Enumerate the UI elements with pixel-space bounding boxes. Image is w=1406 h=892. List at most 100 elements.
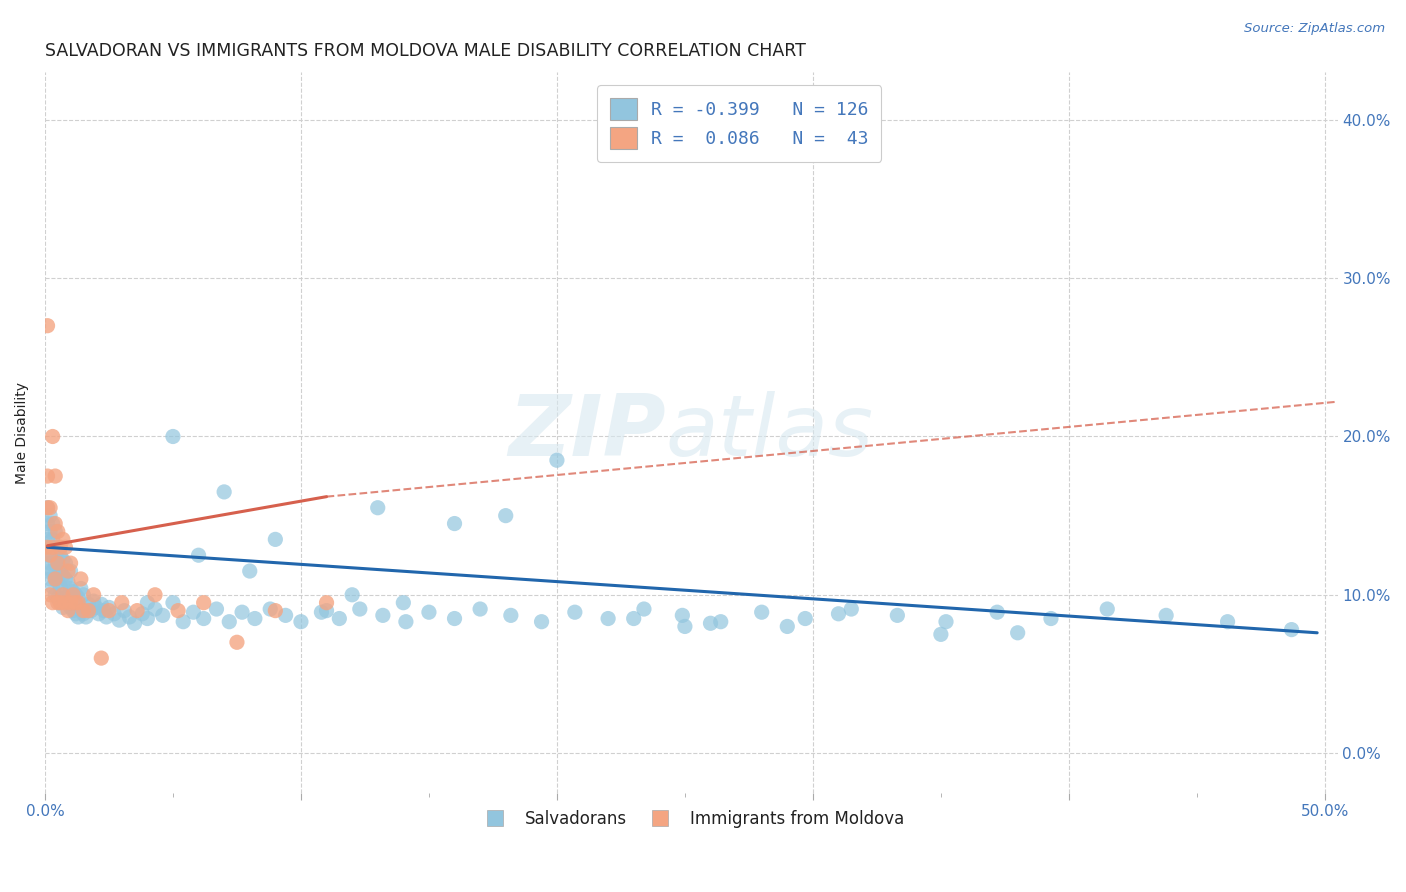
Point xyxy=(264,533,287,547)
Point xyxy=(530,615,553,629)
Point xyxy=(205,602,228,616)
Point xyxy=(392,596,415,610)
Point xyxy=(162,596,184,610)
Point xyxy=(1216,615,1239,629)
Point xyxy=(187,548,209,562)
Point xyxy=(67,596,90,610)
Point xyxy=(62,584,84,599)
Point xyxy=(118,610,141,624)
Point xyxy=(56,564,79,578)
Point xyxy=(52,588,75,602)
Point xyxy=(98,600,121,615)
Point xyxy=(231,605,253,619)
Point xyxy=(44,572,66,586)
Point xyxy=(44,516,66,531)
Point xyxy=(67,610,90,624)
Point xyxy=(443,516,465,531)
Point xyxy=(39,556,62,570)
Point xyxy=(1007,625,1029,640)
Point xyxy=(418,605,440,619)
Point xyxy=(52,600,75,615)
Point xyxy=(136,596,159,610)
Point xyxy=(37,500,59,515)
Point xyxy=(49,541,72,555)
Point xyxy=(62,588,84,602)
Point xyxy=(59,564,82,578)
Point xyxy=(1281,623,1303,637)
Point xyxy=(41,548,63,562)
Point xyxy=(495,508,517,523)
Point xyxy=(167,604,190,618)
Point xyxy=(77,604,100,618)
Point xyxy=(55,556,77,570)
Point xyxy=(65,588,87,602)
Point xyxy=(52,588,75,602)
Point xyxy=(193,611,215,625)
Point xyxy=(699,616,721,631)
Point xyxy=(80,604,103,618)
Point xyxy=(839,602,862,616)
Point xyxy=(44,588,66,602)
Text: Source: ZipAtlas.com: Source: ZipAtlas.com xyxy=(1244,22,1385,36)
Point xyxy=(41,541,63,555)
Point xyxy=(49,596,72,610)
Point xyxy=(710,615,733,629)
Point xyxy=(69,582,91,596)
Point xyxy=(226,635,249,649)
Point xyxy=(633,602,655,616)
Point xyxy=(41,564,63,578)
Point xyxy=(136,611,159,625)
Point xyxy=(143,588,166,602)
Point xyxy=(69,600,91,615)
Point xyxy=(794,611,817,625)
Point xyxy=(39,572,62,586)
Point xyxy=(37,318,59,333)
Point xyxy=(259,602,281,616)
Point xyxy=(37,541,59,555)
Point xyxy=(46,591,69,605)
Point xyxy=(243,611,266,625)
Point xyxy=(349,602,371,616)
Point xyxy=(62,604,84,618)
Point xyxy=(315,604,337,618)
Point xyxy=(395,615,418,629)
Point xyxy=(143,602,166,616)
Point xyxy=(41,516,63,531)
Point xyxy=(59,582,82,596)
Point xyxy=(935,615,957,629)
Point xyxy=(44,541,66,555)
Point xyxy=(49,548,72,562)
Point xyxy=(59,556,82,570)
Point xyxy=(65,596,87,610)
Point xyxy=(112,604,135,618)
Point xyxy=(290,615,312,629)
Point xyxy=(564,605,586,619)
Point xyxy=(46,524,69,539)
Point xyxy=(49,596,72,610)
Point xyxy=(37,500,59,515)
Point xyxy=(83,594,105,608)
Point xyxy=(37,548,59,562)
Point xyxy=(55,541,77,555)
Point xyxy=(98,604,121,618)
Point xyxy=(39,541,62,555)
Point xyxy=(39,548,62,562)
Point xyxy=(340,588,363,602)
Point xyxy=(41,596,63,610)
Point xyxy=(44,556,66,570)
Point xyxy=(84,600,107,615)
Point xyxy=(239,564,262,578)
Point xyxy=(108,613,131,627)
Point xyxy=(41,533,63,547)
Point xyxy=(55,591,77,605)
Point xyxy=(598,611,620,625)
Point xyxy=(87,607,110,621)
Point xyxy=(152,608,174,623)
Point xyxy=(72,607,94,621)
Point xyxy=(46,575,69,590)
Legend: Salvadorans, Immigrants from Moldova: Salvadorans, Immigrants from Moldova xyxy=(471,804,911,835)
Point xyxy=(1097,602,1119,616)
Point xyxy=(468,602,491,616)
Point xyxy=(39,500,62,515)
Point xyxy=(90,597,112,611)
